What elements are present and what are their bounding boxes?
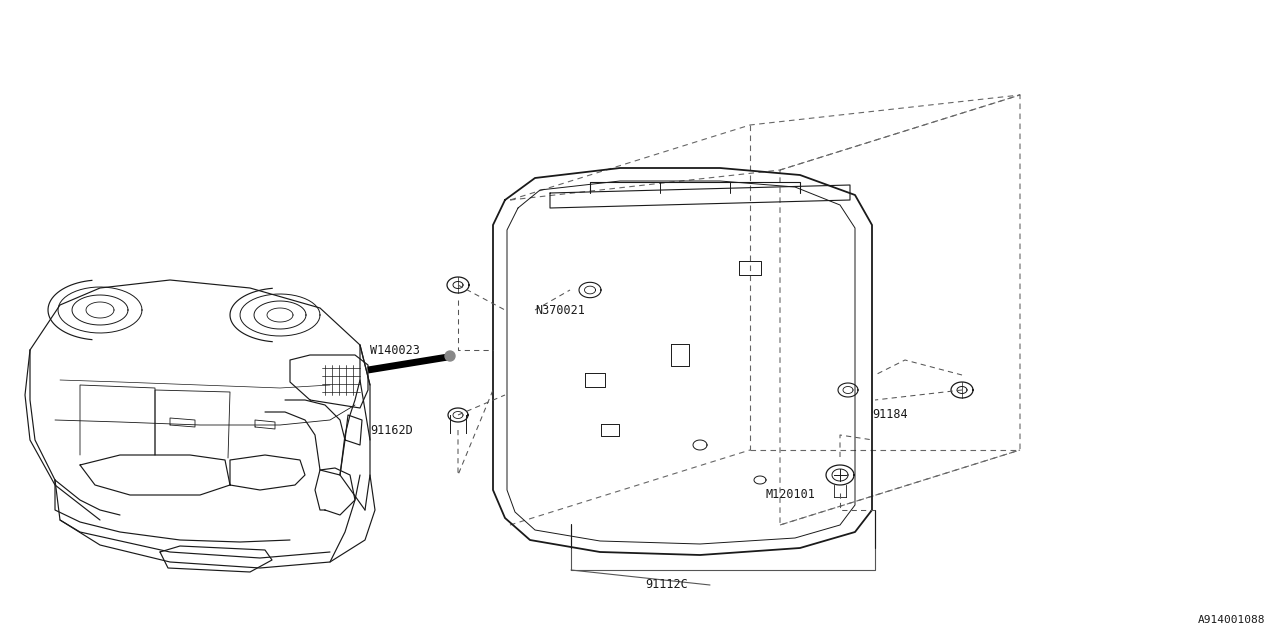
Text: W140023: W140023 [370,344,420,356]
Circle shape [445,351,454,361]
Text: N370021: N370021 [535,303,585,317]
Text: 91184: 91184 [872,408,908,422]
Text: 91112C: 91112C [645,579,687,591]
Text: A914001088: A914001088 [1198,615,1265,625]
Text: M120101: M120101 [765,488,815,502]
Text: 91162D: 91162D [370,424,412,436]
